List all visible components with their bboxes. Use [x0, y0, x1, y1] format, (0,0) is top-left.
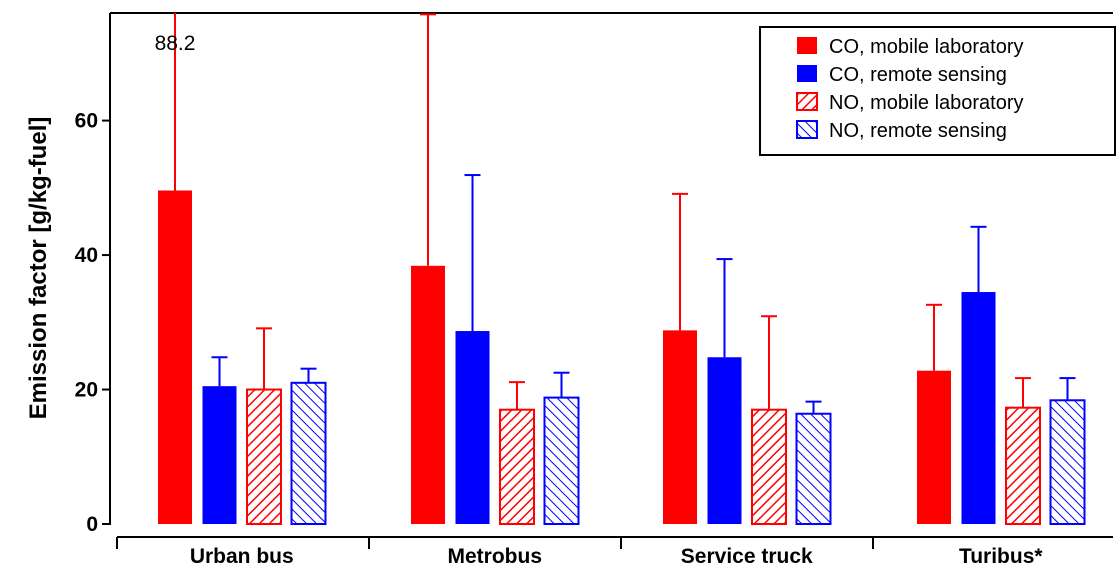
axes [102, 12, 1113, 549]
bar [455, 331, 490, 524]
error-bars [174, 13, 1076, 414]
annotation-label: 88.2 [155, 32, 196, 55]
bar [795, 412, 832, 525]
bar [663, 330, 697, 524]
bar [411, 265, 445, 524]
y-tick-label: 40 [75, 244, 98, 267]
y-axis-title: Emission factor [g/kg-fuel] [25, 117, 52, 420]
category-label: Urban bus [190, 545, 294, 567]
legend-swatch [796, 92, 818, 111]
bar [499, 408, 535, 525]
bar [707, 357, 742, 524]
bar [202, 386, 237, 524]
bar [961, 292, 996, 524]
bar [158, 190, 192, 525]
legend-label: CO, remote sensing [829, 64, 1007, 86]
legend-swatch [797, 37, 817, 54]
y-tick-label: 20 [75, 379, 98, 402]
bars [158, 190, 1086, 526]
legend-label: CO, mobile laboratory [829, 36, 1024, 58]
bar [1005, 406, 1041, 526]
legend-label: NO, mobile laboratory [829, 92, 1024, 114]
legend-swatch [797, 65, 817, 82]
legend-label: NO, remote sensing [829, 120, 1007, 142]
bar [246, 388, 282, 525]
legend-swatch [796, 120, 818, 139]
bar [290, 381, 327, 526]
y-tick-label: 60 [75, 110, 98, 133]
bar [917, 370, 951, 524]
bar [751, 408, 787, 525]
category-label: Service truck [681, 545, 813, 567]
category-label: Metrobus [448, 545, 543, 567]
legend: CO, mobile laboratory CO, remote sensing N… [759, 26, 1116, 156]
category-label: Turibus* [959, 545, 1043, 567]
bar [1049, 399, 1086, 525]
axis-labels: 0 20 40 60 88.2 Urban bus Metrobus Service truc… [75, 32, 1044, 567]
y-tick-label: 0 [86, 513, 98, 536]
bar [543, 396, 580, 525]
legend-box [759, 26, 1116, 156]
